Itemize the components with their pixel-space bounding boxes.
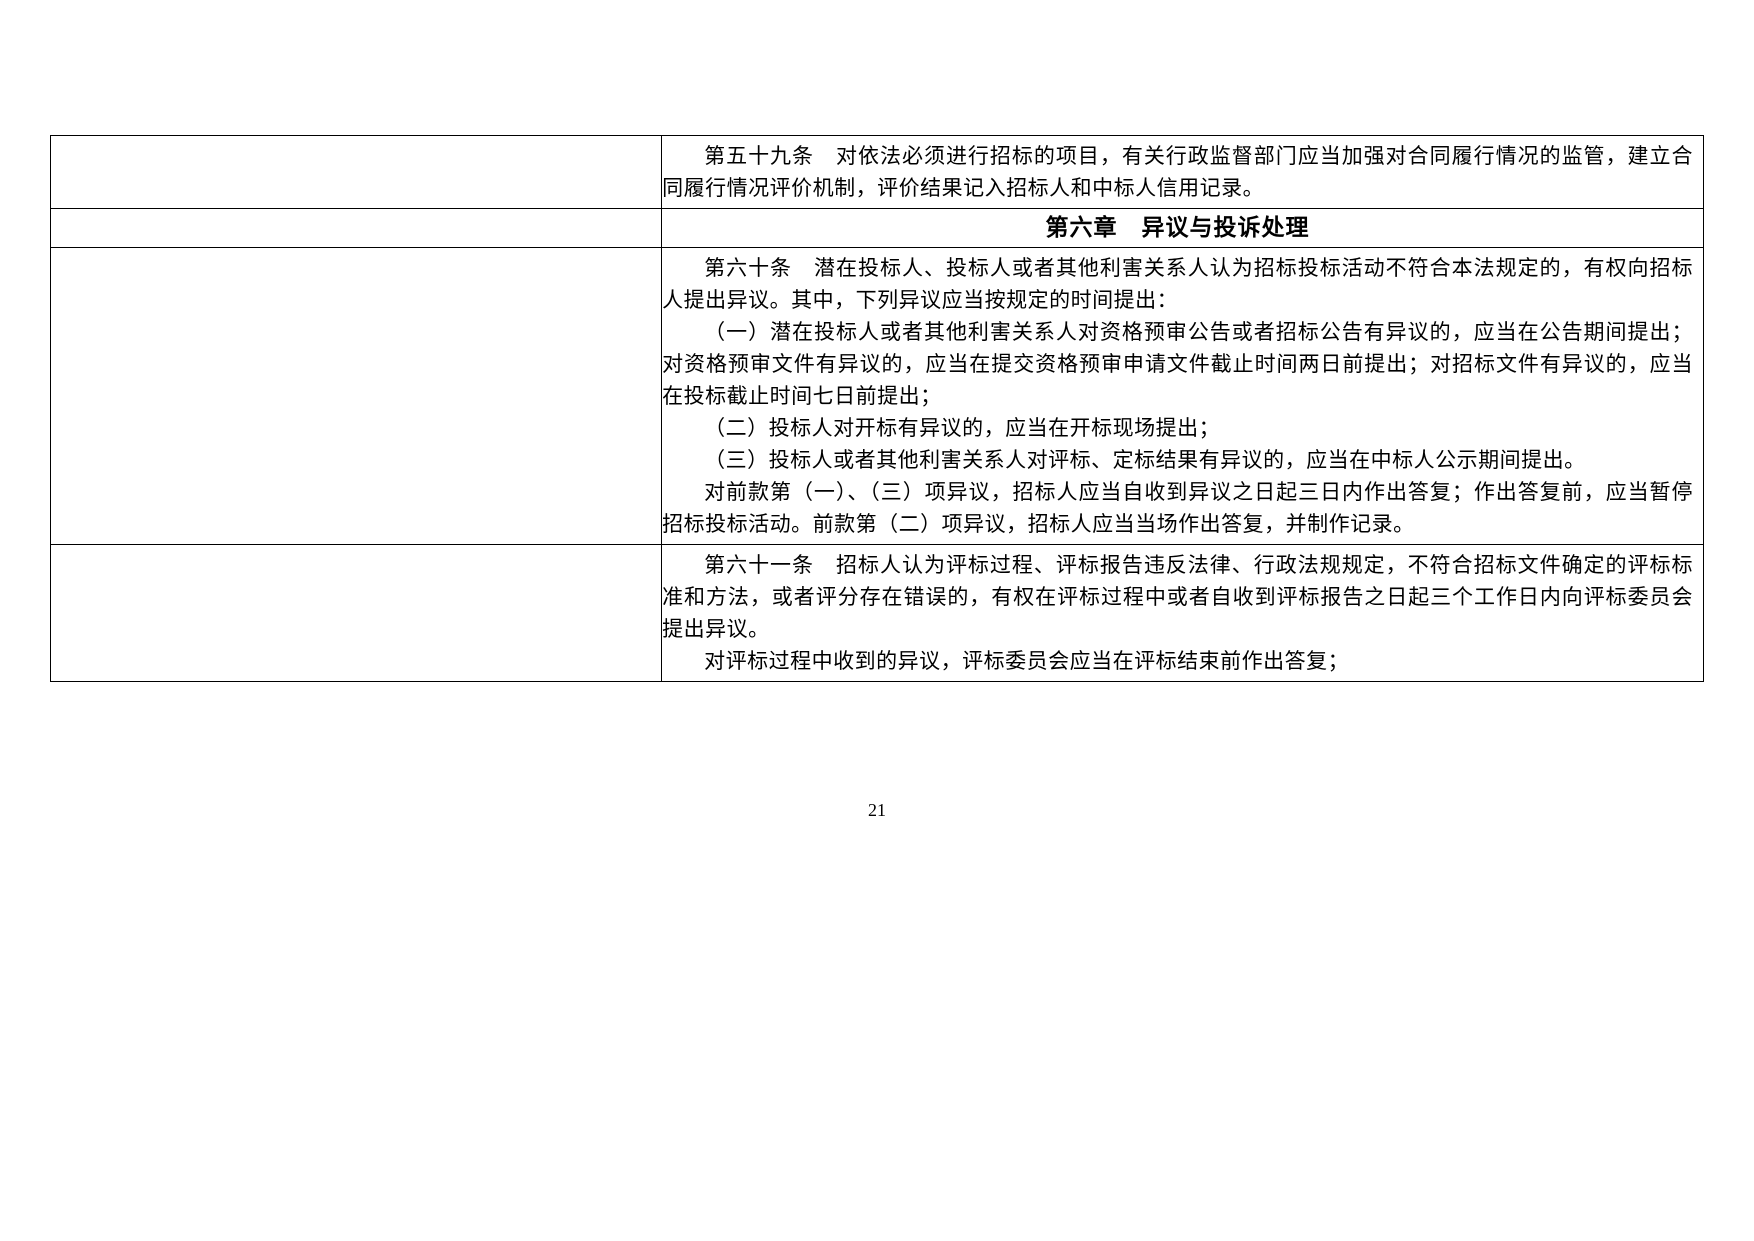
left-cell: [51, 136, 662, 209]
article-59: 第五十九条 对依法必须进行招标的项目，有关行政监督部门应当加强对合同履行情况的监…: [662, 140, 1693, 204]
table-row: 第六十条 潜在投标人、投标人或者其他利害关系人认为招标投标活动不符合本法规定的，…: [51, 248, 1704, 545]
paragraph: 第六十条 潜在投标人、投标人或者其他利害关系人认为招标投标活动不符合本法规定的，…: [662, 252, 1693, 316]
left-cell: [51, 248, 662, 545]
paragraph: （三）投标人或者其他利害关系人对评标、定标结果有异议的，应当在中标人公示期间提出…: [662, 444, 1693, 476]
chapter-title: 第六章 异议与投诉处理: [662, 213, 1693, 243]
paragraph: 第五十九条 对依法必须进行招标的项目，有关行政监督部门应当加强对合同履行情况的监…: [662, 140, 1693, 204]
right-cell: 第六章 异议与投诉处理: [662, 209, 1704, 248]
paragraph: 对评标过程中收到的异议，评标委员会应当在评标结束前作出答复；: [662, 645, 1693, 677]
left-cell: [51, 209, 662, 248]
article-60: 第六十条 潜在投标人、投标人或者其他利害关系人认为招标投标活动不符合本法规定的，…: [662, 252, 1693, 540]
paragraph: 第六十一条 招标人认为评标过程、评标报告违反法律、行政法规规定，不符合招标文件确…: [662, 549, 1693, 645]
table-row: 第六章 异议与投诉处理: [51, 209, 1704, 248]
right-cell: 第六十条 潜在投标人、投标人或者其他利害关系人认为招标投标活动不符合本法规定的，…: [662, 248, 1704, 545]
article-61: 第六十一条 招标人认为评标过程、评标报告违反法律、行政法规规定，不符合招标文件确…: [662, 549, 1693, 677]
paragraph: 对前款第（一）、（三）项异议，招标人应当自收到异议之日起三日内作出答复；作出答复…: [662, 476, 1693, 540]
paragraph: （一）潜在投标人或者其他利害关系人对资格预审公告或者招标公告有异议的，应当在公告…: [662, 316, 1693, 412]
table-row: 第五十九条 对依法必须进行招标的项目，有关行政监督部门应当加强对合同履行情况的监…: [51, 136, 1704, 209]
page-container: 第五十九条 对依法必须进行招标的项目，有关行政监督部门应当加强对合同履行情况的监…: [0, 0, 1754, 1241]
content-table: 第五十九条 对依法必须进行招标的项目，有关行政监督部门应当加强对合同履行情况的监…: [50, 135, 1704, 682]
page-number: 21: [0, 800, 1754, 821]
right-cell: 第六十一条 招标人认为评标过程、评标报告违反法律、行政法规规定，不符合招标文件确…: [662, 545, 1704, 682]
right-cell: 第五十九条 对依法必须进行招标的项目，有关行政监督部门应当加强对合同履行情况的监…: [662, 136, 1704, 209]
left-cell: [51, 545, 662, 682]
table-row: 第六十一条 招标人认为评标过程、评标报告违反法律、行政法规规定，不符合招标文件确…: [51, 545, 1704, 682]
paragraph: （二）投标人对开标有异议的，应当在开标现场提出；: [662, 412, 1693, 444]
table-body: 第五十九条 对依法必须进行招标的项目，有关行政监督部门应当加强对合同履行情况的监…: [51, 136, 1704, 682]
